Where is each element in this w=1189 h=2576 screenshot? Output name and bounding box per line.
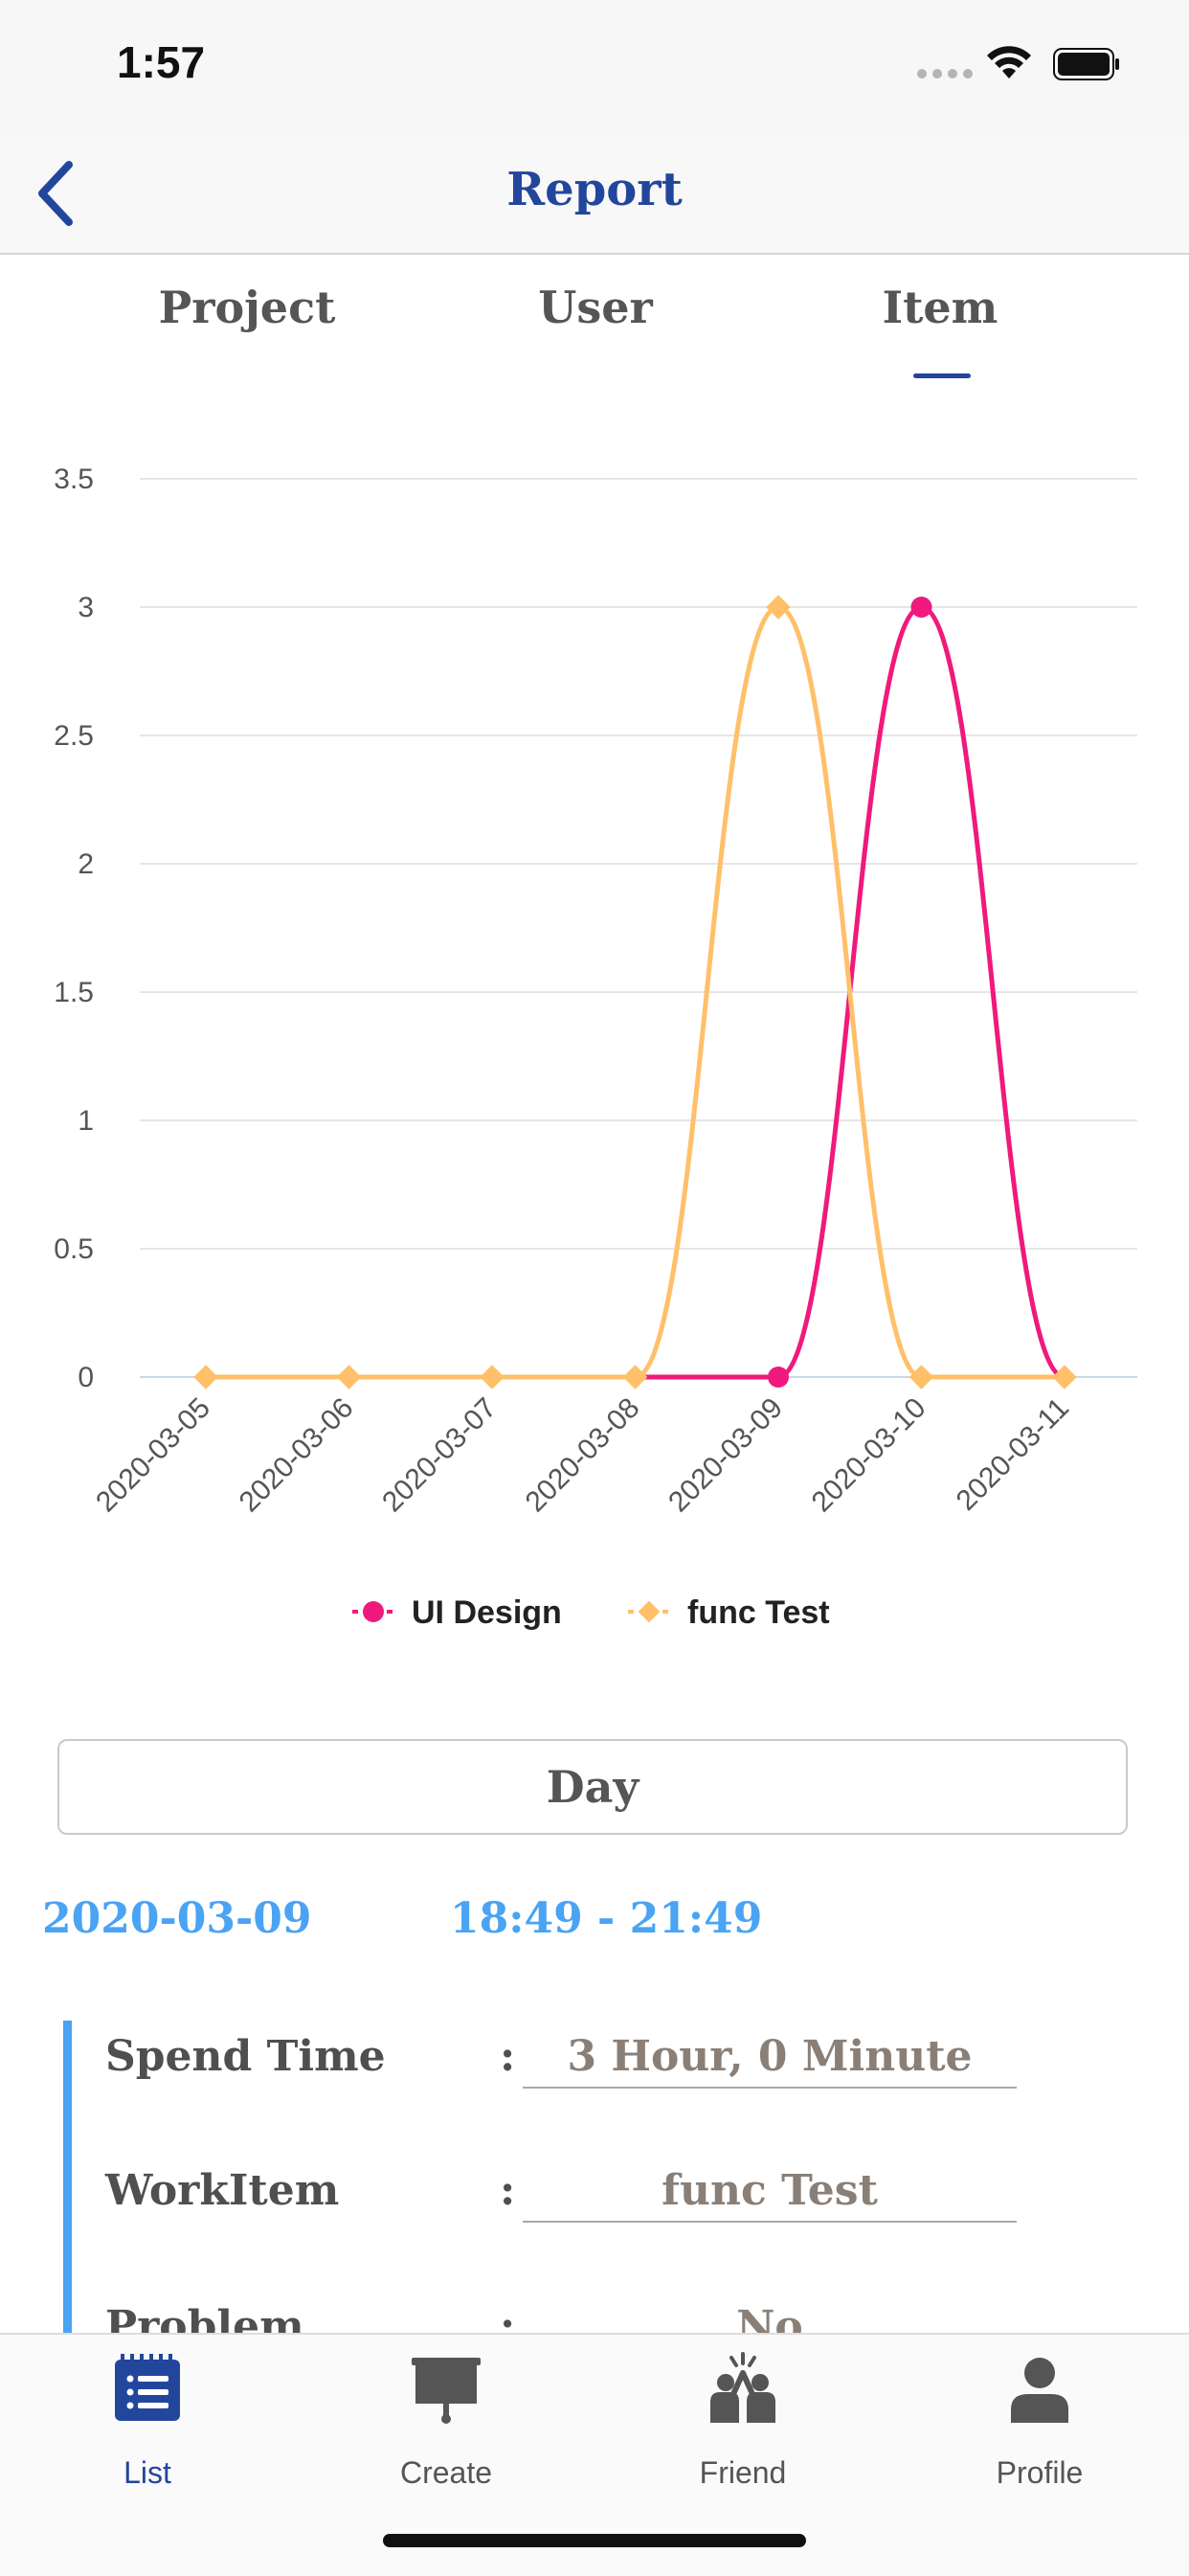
wifi-icon [987,46,1031,79]
accent-bar [63,2021,72,2337]
x-tick-label: 2020-03-05 [90,1392,216,1519]
problem-value: No [523,2302,1017,2337]
y-tick-label: 0.5 [54,1233,94,1265]
row-colon: : [500,2166,516,2215]
entry-detail-card: Spend Time : 3 Hour, 0 Minute WorkItem :… [63,2021,1116,2337]
row-colon: : [500,2302,516,2337]
legend-label: UI Design [412,1594,562,1631]
workitem-value: func Test [523,2166,1017,2223]
entry-time-range: 18:49 - 21:49 [450,1894,763,1943]
x-tick-label: 2020-03-07 [376,1392,503,1519]
tabbar-item-profile[interactable]: Profile [925,2350,1155,2503]
series-line [206,604,1065,1380]
detail-row-workitem: WorkItem : func Test [105,2155,1063,2231]
row-label: Spend Time [105,2032,386,2081]
detail-row-spend-time: Spend Time : 3 Hour, 0 Minute [105,2021,1063,2097]
legend-label: func Test [687,1594,830,1631]
tabbar-item-create[interactable]: Create [331,2350,561,2503]
x-tick-label: 2020-03-06 [234,1392,360,1519]
day-filter-button[interactable]: Day [57,1739,1128,1835]
battery-icon [1053,48,1119,80]
home-indicator [383,2534,806,2547]
tabbar-label: List [123,2455,171,2490]
navigation-bar: Report [0,134,1189,255]
x-tick-label: 2020-03-09 [662,1392,789,1519]
y-tick-label: 2.5 [54,720,94,752]
tabbar-item-friend[interactable]: Friend [628,2350,858,2503]
y-tick-label: 2 [78,848,94,880]
back-chevron-icon[interactable] [29,157,86,230]
y-tick-label: 3.5 [54,463,94,495]
spend-time-value: 3 Hour, 0 Minute [523,2032,1017,2089]
data-point [1052,1365,1077,1390]
tab-user[interactable]: User [538,282,653,333]
data-point [766,595,791,620]
y-tick-label: 1 [78,1105,94,1137]
detail-row-problem: Problem : No [105,2291,1063,2337]
page-title: Report [506,163,683,216]
data-point [910,597,932,618]
y-tick-label: 3 [78,592,94,623]
legend-marker [638,1600,661,1623]
tabbar-label: Friend [699,2455,787,2490]
cellular-signal-icon [917,69,973,80]
data-point [336,1365,362,1390]
friends-icon [710,2352,775,2423]
data-point [622,1365,648,1390]
tab-project[interactable]: Project [158,282,336,333]
person-icon [1011,2358,1068,2423]
tabbar-item-list[interactable]: List [33,2350,262,2503]
data-point [480,1365,505,1390]
tabbar-label: Profile [996,2455,1084,2490]
row-label: WorkItem [105,2166,340,2215]
report-tabs: Project User Item [0,255,1189,389]
x-tick-label: 2020-03-11 [951,1392,1075,1517]
row-colon: : [500,2032,516,2081]
legend-marker [363,1601,384,1622]
y-tick-label: 1.5 [54,977,94,1008]
data-point [909,1365,934,1390]
x-tick-label: 2020-03-10 [806,1392,932,1519]
list-icon [115,2354,180,2421]
tab-item[interactable]: Item [882,282,998,333]
entry-date: 2020-03-09 [42,1894,312,1943]
data-point [193,1365,218,1390]
row-label: Problem [105,2302,304,2337]
status-time: 1:57 [117,37,206,87]
presentation-board-icon [412,2358,481,2424]
active-tab-indicator [913,373,971,378]
data-point [768,1367,789,1388]
status-bar: 1:57 [0,0,1189,134]
tabbar-label: Create [399,2455,493,2490]
x-tick-label: 2020-03-08 [520,1392,646,1519]
y-tick-label: 0 [78,1362,94,1393]
